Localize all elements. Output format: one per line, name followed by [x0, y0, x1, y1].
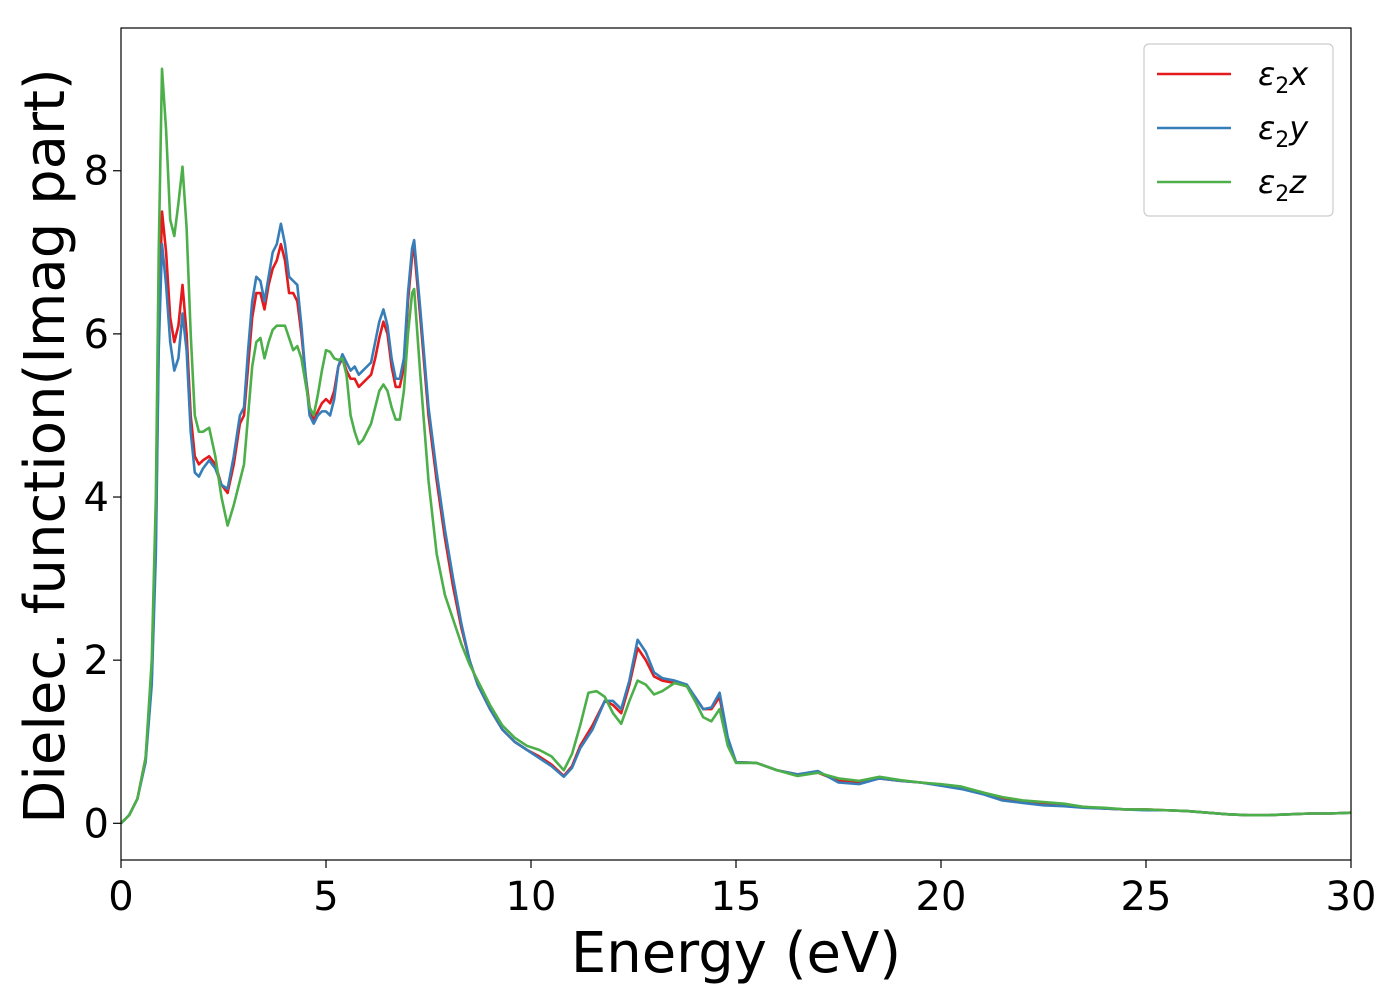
- legend-label-x: ε2x: [1258, 55, 1309, 99]
- y-axis-title: Dielec. function(Imag part): [13, 68, 78, 824]
- y-tick-label: 4: [84, 475, 109, 521]
- series-line-z: [121, 67, 1351, 825]
- x-axis: 0 5 10 15 20 25 30: [108, 860, 1376, 920]
- y-tick-label: 6: [84, 312, 109, 358]
- series-line-y: [121, 222, 1351, 825]
- x-tick-label: 15: [711, 874, 762, 920]
- legend: ε2x ε2y ε2z: [1143, 43, 1334, 217]
- y-tick-label: 2: [84, 638, 109, 684]
- series-layer: [121, 67, 1351, 825]
- series-line-x: [121, 210, 1351, 825]
- x-tick-label: 10: [506, 874, 557, 920]
- x-axis-title: Energy (eV): [571, 921, 901, 986]
- y-tick-label: 0: [84, 801, 109, 847]
- legend-label-z: ε2z: [1258, 163, 1307, 207]
- y-tick-label: 8: [84, 149, 109, 195]
- y-axis: 0 2 4 6 8: [84, 149, 121, 847]
- x-tick-label: 25: [1121, 874, 1172, 920]
- x-tick-label: 30: [1326, 874, 1377, 920]
- x-tick-label: 0: [108, 874, 133, 920]
- legend-box: [1143, 43, 1334, 217]
- x-tick-label: 20: [916, 874, 967, 920]
- x-tick-label: 5: [313, 874, 338, 920]
- legend-label-y: ε2y: [1258, 109, 1309, 153]
